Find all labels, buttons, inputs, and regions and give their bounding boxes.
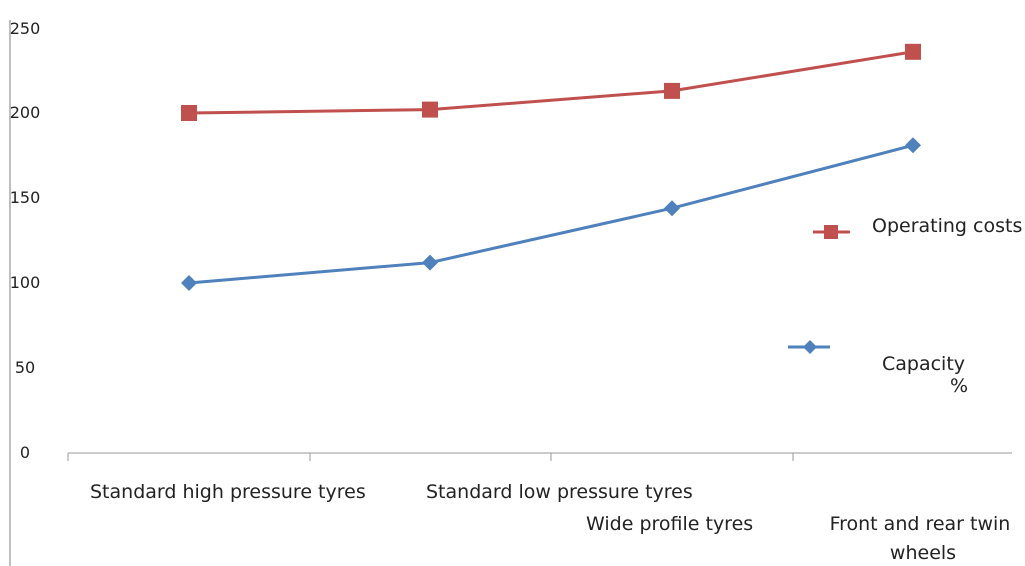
data-point-capacity <box>664 200 680 217</box>
legend-label-capacity-unit: % <box>950 375 968 397</box>
x-category-label-line: wheels <box>890 542 956 564</box>
legend-label-capacity: Capacity <box>882 353 965 375</box>
x-category-label: Wide profile tyres <box>586 513 753 535</box>
legend-label-operating-costs: Operating costs <box>872 215 1022 237</box>
series-markers <box>181 43 921 291</box>
data-point-operating-costs <box>181 105 197 121</box>
data-point-capacity <box>422 254 438 271</box>
data-point-operating-costs <box>664 82 680 99</box>
legend: Operating costs Capacity % <box>788 215 1022 397</box>
y-tick-label: 100 <box>10 273 41 292</box>
y-tick-label: 0 <box>20 443 30 462</box>
series-line-capacity <box>188 143 914 285</box>
x-category-label: Standard high pressure tyres <box>90 481 366 503</box>
series-line-operating-costs <box>188 50 914 115</box>
data-point-operating-costs <box>905 43 921 60</box>
y-tick-label: 250 <box>10 19 41 38</box>
x-category-label: Standard low pressure tyres <box>426 481 693 503</box>
legend-marker-diamond <box>803 340 817 354</box>
y-tick-label: 50 <box>15 358 35 377</box>
x-category-label: Front and rear twin wheels <box>830 513 1017 564</box>
legend-marker-square <box>824 225 838 239</box>
data-point-operating-costs <box>422 101 438 118</box>
x-category-label-line: Front and rear twin <box>830 513 1011 535</box>
data-point-capacity <box>181 275 197 291</box>
y-tick-label: 200 <box>10 103 41 122</box>
y-tick-label: 150 <box>10 188 41 207</box>
data-point-capacity <box>905 137 921 154</box>
